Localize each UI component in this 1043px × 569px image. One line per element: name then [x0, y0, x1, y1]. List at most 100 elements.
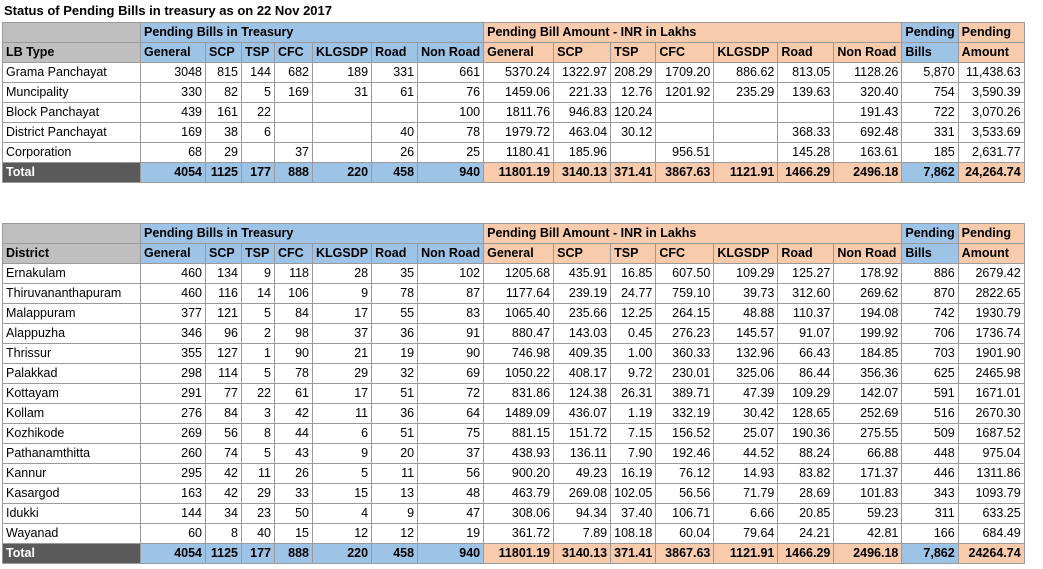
amount-cell: [777, 102, 835, 123]
bills-cell: 260: [140, 443, 206, 464]
amount-cell: 42.81: [833, 523, 903, 544]
amount-column-header: CFC: [655, 243, 715, 264]
amount-column-header: CFC: [655, 42, 715, 63]
pending-amount-cell: 3,070.26: [957, 102, 1025, 123]
amount-cell: 1979.72: [483, 122, 555, 143]
amount-cell: 108.18: [610, 523, 657, 544]
pending-amount-cell: 633.25: [957, 503, 1025, 524]
bills-cell: 44: [274, 423, 313, 444]
amount-cell: 163.61: [833, 142, 903, 163]
table-row: Thrissur 355 127 1 90 21 19 90 746.98 409.35 1.00 3…: [2, 343, 1025, 364]
amount-cell: 12.25: [610, 303, 657, 324]
amount-cell: 361.72: [483, 523, 555, 544]
amount-cell: 143.03: [553, 323, 612, 344]
amount-cell: 139.63: [777, 82, 835, 103]
amount-cell: 320.40: [833, 82, 903, 103]
pending-bills-header-bottom: Bills: [901, 42, 959, 63]
row-label: Grama Panchayat: [2, 62, 141, 83]
amount-cell: 199.92: [833, 323, 903, 344]
total-bills-cell: 940: [417, 543, 485, 564]
total-bills-cell: 4054: [140, 543, 206, 564]
pending-bills-cell: 448: [901, 443, 959, 464]
bills-cell: 51: [371, 383, 419, 404]
row-label: Thrissur: [2, 343, 141, 364]
bills-cell: 377: [140, 303, 206, 324]
bills-cell: 56: [417, 463, 485, 484]
bills-cell: 33: [274, 483, 313, 504]
amount-cell: 276.23: [655, 323, 715, 344]
table-row: Malappuram 377 121 5 84 17 55 83 1065.40 235.66 12…: [2, 303, 1025, 324]
pending-amount-cell: 1687.52: [957, 423, 1025, 444]
amount-cell: 59.23: [833, 503, 903, 524]
table-row: Kozhikode 269 56 8 44 6 51 75 881.15 151.72 7.15 15…: [2, 423, 1025, 444]
pending-amount-cell: 2822.65: [957, 283, 1025, 304]
row-label: Kollam: [2, 403, 141, 424]
pending-bills-cell: 625: [901, 363, 959, 384]
row-label: Muncipality: [2, 82, 141, 103]
amount-cell: 145.57: [713, 323, 779, 344]
bills-cell: 26: [274, 463, 313, 484]
bills-cell: 60: [140, 523, 206, 544]
table-row: Thiruvananthapuram 460 116 14 106 9 78 87 1177.6…: [2, 283, 1025, 304]
amount-column-header: Non Road: [833, 42, 903, 63]
amount-cell: 831.86: [483, 383, 555, 404]
amount-cell: 325.06: [713, 363, 779, 384]
bills-cell: 61: [371, 82, 419, 103]
bills-cell: 78: [417, 122, 485, 143]
bills-column-header: Non Road: [417, 42, 485, 63]
amount-cell: 178.92: [833, 263, 903, 284]
bills-cell: 17: [311, 383, 373, 404]
amount-cell: 16.85: [610, 263, 657, 284]
total-amount-cell: 371.41: [610, 543, 657, 564]
amount-cell: 1205.68: [483, 263, 555, 284]
amount-cell: 269.08: [553, 483, 612, 504]
amount-cell: 71.79: [713, 483, 779, 504]
bills-cell: 36: [371, 323, 419, 344]
amount-cell: 37.40: [610, 503, 657, 524]
pending-amount-header-bottom: Amount: [957, 42, 1025, 63]
bills-cell: 9: [241, 263, 275, 284]
pending-bills-cell: 516: [901, 403, 959, 424]
pending-bills-cell: 703: [901, 343, 959, 364]
pending-bills-cell: 706: [901, 323, 959, 344]
amount-cell: 7.90: [610, 443, 657, 464]
amount-cell: 142.07: [833, 383, 903, 404]
pending-amount-cell: 11,438.63: [957, 62, 1025, 83]
bills-cell: 9: [311, 283, 373, 304]
amount-cell: 91.07: [777, 323, 835, 344]
bills-cell: 38: [205, 122, 242, 143]
bills-group-header: Pending Bills in Treasury: [139, 223, 485, 244]
bills-cell: [241, 142, 275, 163]
amount-cell: 156.52: [655, 423, 715, 444]
bills-column-header: Road: [371, 42, 419, 63]
bills-cell: 100: [417, 102, 485, 123]
bills-cell: 29: [205, 142, 242, 163]
bills-cell: 5: [241, 443, 275, 464]
bills-cell: 102: [417, 263, 485, 284]
amount-cell: 66.88: [833, 443, 903, 464]
total-bills-cell: 177: [241, 543, 275, 564]
amount-cell: 110.37: [777, 303, 835, 324]
bills-cell: 78: [274, 363, 313, 384]
bills-cell: 118: [274, 263, 313, 284]
pending-bills-header-top: Pending: [901, 22, 959, 43]
bills-cell: 5: [311, 463, 373, 484]
pending-amount-cell: 684.49: [957, 523, 1025, 544]
bills-cell: 815: [205, 62, 242, 83]
amount-cell: 1322.97: [553, 62, 612, 83]
amount-cell: 28.69: [777, 483, 835, 504]
amount-cell: [655, 102, 715, 123]
pending-bills-cell: 509: [901, 423, 959, 444]
total-amount-cell: 11801.19: [483, 543, 555, 564]
row-label: Wayanad: [2, 523, 141, 544]
bills-cell: 72: [417, 383, 485, 404]
table-row: Pathanamthitta 260 74 5 43 9 20 37 438.93 136.11 7…: [2, 443, 1025, 464]
table-row: Kasargod 163 42 29 33 15 13 48 463.79 269.08 102.0…: [2, 483, 1025, 504]
amount-cell: 14.93: [713, 463, 779, 484]
pending-bills-cell: 722: [901, 102, 959, 123]
row-label: Alappuzha: [2, 323, 141, 344]
header-stub-top: [2, 22, 141, 43]
bills-cell: 37: [274, 142, 313, 163]
pending-amount-cell: 2465.98: [957, 363, 1025, 384]
bills-cell: 68: [140, 142, 206, 163]
